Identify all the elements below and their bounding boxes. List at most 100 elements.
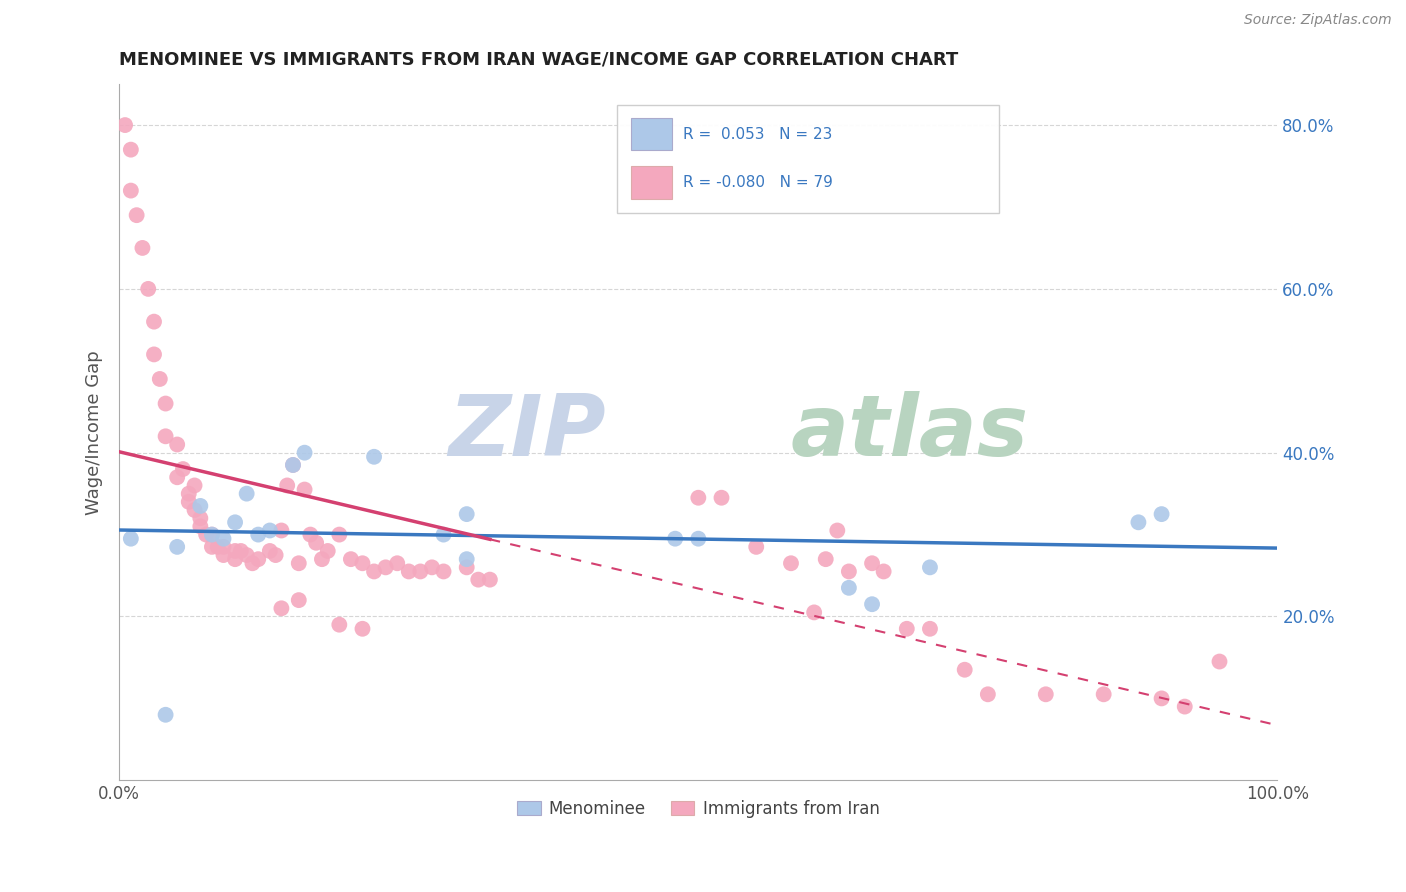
Point [456, 560, 478, 574]
Point [177, 486, 200, 500]
Point [207, 540, 229, 554]
Point [188, 499, 211, 513]
Point [1128, 516, 1150, 530]
Point [212, 532, 235, 546]
Point [242, 556, 264, 570]
Point [1092, 687, 1115, 701]
Point [1150, 507, 1173, 521]
Point [953, 663, 976, 677]
Y-axis label: Wage/Income Gap: Wage/Income Gap [86, 350, 103, 515]
Point [838, 581, 860, 595]
Point [398, 565, 420, 579]
FancyBboxPatch shape [631, 118, 672, 150]
Point [131, 241, 153, 255]
Point [270, 524, 292, 538]
Point [340, 552, 363, 566]
Point [1150, 691, 1173, 706]
Point [183, 478, 205, 492]
Point [745, 540, 768, 554]
Text: R = -0.080   N = 79: R = -0.080 N = 79 [683, 176, 834, 191]
Point [224, 552, 246, 566]
Point [409, 565, 432, 579]
Point [872, 565, 894, 579]
Point [363, 450, 385, 464]
Point [860, 597, 883, 611]
Point [212, 548, 235, 562]
Text: R =  0.053   N = 23: R = 0.053 N = 23 [683, 127, 832, 142]
Point [294, 445, 316, 459]
Point [224, 544, 246, 558]
Point [1174, 699, 1197, 714]
Point [155, 707, 177, 722]
Point [896, 622, 918, 636]
Point [467, 573, 489, 587]
Point [311, 552, 333, 566]
Point [664, 532, 686, 546]
Point [456, 507, 478, 521]
Point [201, 527, 224, 541]
Point [155, 429, 177, 443]
Point [827, 524, 849, 538]
Point [224, 516, 246, 530]
Point [456, 552, 478, 566]
FancyBboxPatch shape [631, 166, 672, 199]
Point [710, 491, 733, 505]
Point [177, 495, 200, 509]
Point [212, 540, 235, 554]
Point [1035, 687, 1057, 701]
Point [420, 560, 443, 574]
Point [143, 347, 166, 361]
Point [247, 527, 270, 541]
Point [166, 470, 188, 484]
Point [387, 556, 409, 570]
Point [149, 372, 172, 386]
FancyBboxPatch shape [617, 105, 1000, 213]
Point [114, 118, 136, 132]
Point [229, 544, 252, 558]
Point [977, 687, 1000, 701]
Point [281, 458, 304, 472]
Point [363, 565, 385, 579]
Point [166, 437, 188, 451]
Text: atlas: atlas [792, 391, 1029, 474]
Point [1208, 655, 1230, 669]
Text: MENOMINEE VS IMMIGRANTS FROM IRAN WAGE/INCOME GAP CORRELATION CHART: MENOMINEE VS IMMIGRANTS FROM IRAN WAGE/I… [120, 51, 959, 69]
Point [183, 503, 205, 517]
Point [299, 527, 322, 541]
Point [860, 556, 883, 570]
Point [136, 282, 159, 296]
Point [166, 540, 188, 554]
Point [201, 527, 224, 541]
Point [195, 527, 218, 541]
Point [155, 396, 177, 410]
Point [294, 483, 316, 497]
Point [688, 532, 710, 546]
Point [288, 593, 311, 607]
Point [281, 458, 304, 472]
Point [270, 601, 292, 615]
Text: ZIP: ZIP [449, 391, 606, 474]
Point [838, 565, 860, 579]
Point [918, 560, 941, 574]
Point [188, 511, 211, 525]
Point [432, 565, 454, 579]
Point [264, 548, 287, 562]
Point [172, 462, 194, 476]
Point [374, 560, 396, 574]
Point [478, 573, 501, 587]
Text: Source: ZipAtlas.com: Source: ZipAtlas.com [1244, 13, 1392, 28]
Point [803, 606, 825, 620]
Point [259, 524, 281, 538]
Point [276, 478, 298, 492]
Point [120, 532, 142, 546]
Point [316, 544, 339, 558]
Point [247, 552, 270, 566]
Point [305, 535, 328, 549]
Point [235, 548, 257, 562]
Point [432, 527, 454, 541]
Point [288, 556, 311, 570]
Point [201, 540, 224, 554]
Point [120, 184, 142, 198]
Point [259, 544, 281, 558]
Point [780, 556, 803, 570]
